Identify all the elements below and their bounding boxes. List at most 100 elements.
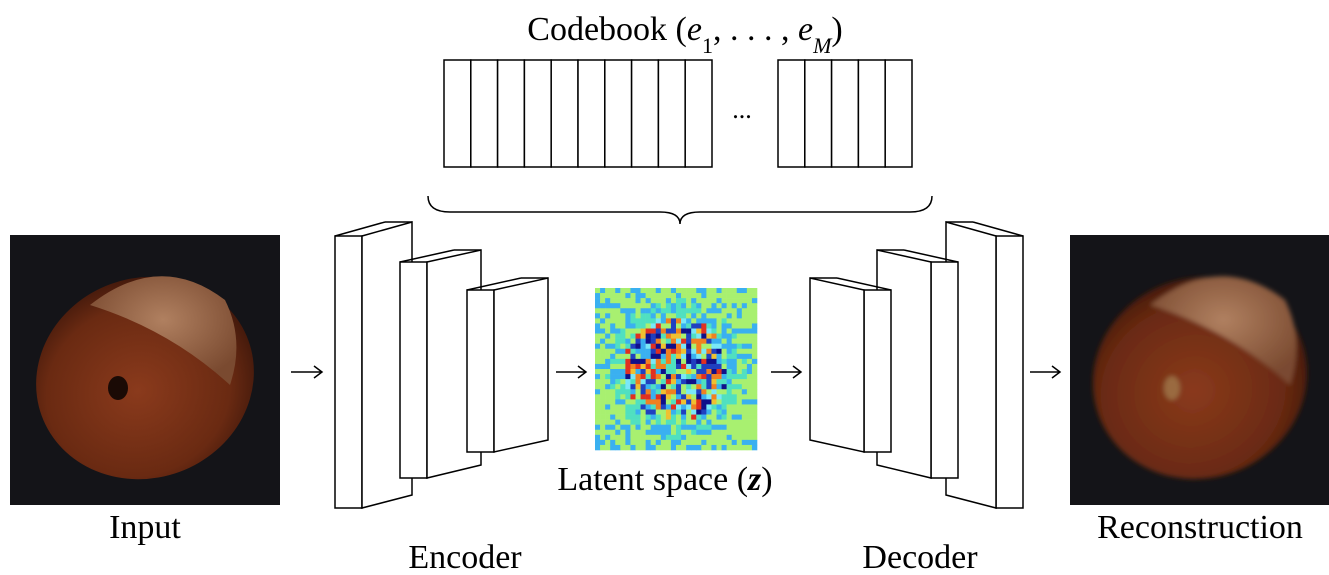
latent-cell (701, 334, 706, 339)
latent-cell (742, 415, 747, 420)
latent-cell (722, 404, 727, 409)
latent-cell (691, 410, 696, 415)
latent-cell (737, 440, 742, 445)
latent-cell (686, 359, 691, 364)
latent-cell (661, 369, 666, 374)
latent-cell (722, 394, 727, 399)
latent-cell (711, 298, 716, 303)
latent-cell (620, 293, 625, 298)
latent-cell (646, 394, 651, 399)
latent-cell (737, 334, 742, 339)
latent-cell (737, 359, 742, 364)
latent-cell (701, 354, 706, 359)
latent-cell (722, 313, 727, 318)
latent-cell (717, 430, 722, 435)
latent-cell (711, 379, 716, 384)
latent-cell (610, 410, 615, 415)
latent-cell (651, 394, 656, 399)
latent-cell (742, 323, 747, 328)
latent-cell (686, 369, 691, 374)
latent-cell (722, 364, 727, 369)
latent-cell (737, 374, 742, 379)
latent-cell (630, 318, 635, 323)
latent-cell (701, 288, 706, 293)
latent-cell (656, 394, 661, 399)
latent-cell (711, 349, 716, 354)
latent-cell (691, 430, 696, 435)
latent-cell (711, 329, 716, 334)
latent-cell (722, 384, 727, 389)
latent-cell (752, 445, 757, 450)
latent-cell (651, 334, 656, 339)
latent-cell (681, 334, 686, 339)
latent-cell (686, 404, 691, 409)
latent-cell (691, 298, 696, 303)
latent-cell (656, 359, 661, 364)
latent-cell (641, 369, 646, 374)
latent-cell (711, 369, 716, 374)
latent-cell (661, 410, 666, 415)
latent-cell (711, 374, 716, 379)
latent-cell (701, 445, 706, 450)
latent-cell (661, 344, 666, 349)
latent-cell (681, 430, 686, 435)
latent-cell (661, 384, 666, 389)
latent-cell (691, 308, 696, 313)
latent-cell (696, 359, 701, 364)
latent-cell (636, 359, 641, 364)
latent-cell (732, 313, 737, 318)
latent-cell (686, 339, 691, 344)
latent-cell (681, 404, 686, 409)
latent-cell (615, 445, 620, 450)
latent-cell (625, 374, 630, 379)
latent-cell (706, 369, 711, 374)
latent-cell (706, 329, 711, 334)
latent-cell (625, 430, 630, 435)
label-part: e (798, 11, 813, 48)
latent-cell (610, 298, 615, 303)
latent-cell (671, 379, 676, 384)
latent-cell (691, 344, 696, 349)
latent-cell (701, 293, 706, 298)
latent-cell (595, 334, 600, 339)
latent-cell (656, 313, 661, 318)
latent-cell (722, 420, 727, 425)
latent-cell (742, 384, 747, 389)
codebook-cell (832, 60, 859, 167)
latent-cell (717, 374, 722, 379)
latent-cell (625, 410, 630, 415)
latent-cell (701, 364, 706, 369)
latent-cell (742, 430, 747, 435)
latent-cell (636, 364, 641, 369)
latent-cell (620, 384, 625, 389)
latent-cell (656, 288, 661, 293)
latent-cell (605, 435, 610, 440)
latent-cell (722, 425, 727, 430)
latent-cell (605, 334, 610, 339)
latent-cell (747, 323, 752, 328)
latent-cell (600, 440, 605, 445)
latent-cell (671, 318, 676, 323)
latent-cell (706, 430, 711, 435)
latent-cell (752, 293, 757, 298)
latent-cell (625, 293, 630, 298)
latent-cell (706, 425, 711, 430)
latent-cell (600, 430, 605, 435)
latent-cell (747, 379, 752, 384)
latent-cell (600, 329, 605, 334)
latent-cell (686, 389, 691, 394)
latent-cell (691, 318, 696, 323)
latent-cell (676, 364, 681, 369)
latent-cell (676, 445, 681, 450)
latent-cell (732, 359, 737, 364)
latent-cell (661, 303, 666, 308)
latent-cell (686, 399, 691, 404)
latent-cell (676, 329, 681, 334)
latent-cell (615, 308, 620, 313)
latent-cell (620, 323, 625, 328)
latent-cell (636, 318, 641, 323)
latent-cell (752, 318, 757, 323)
latent-cell (676, 379, 681, 384)
latent-cell (742, 313, 747, 318)
latent-cell (706, 445, 711, 450)
